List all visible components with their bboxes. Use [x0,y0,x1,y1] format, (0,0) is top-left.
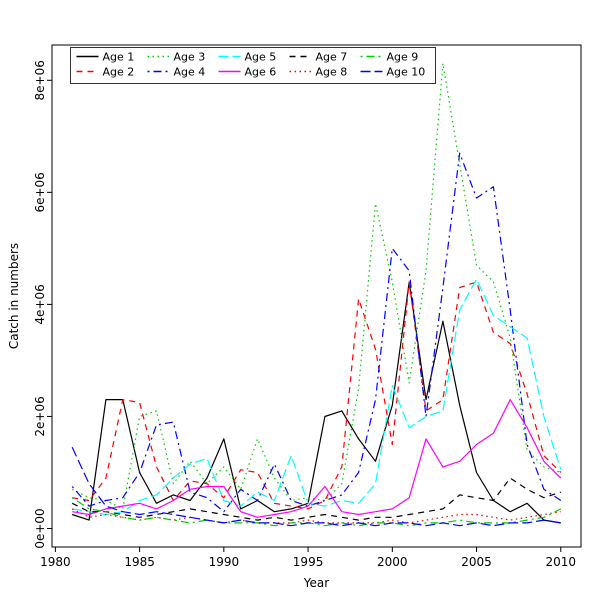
legend-label: Age 8 [316,65,348,78]
legend-entry-age-5: Age 5 [218,50,277,63]
y-axis-title: Catch in numbers [7,243,21,349]
legend-box [70,47,436,84]
legend: Age 1 Age 2 Age 3 Age 4 Age 5 Age 6 Age 7 Age 8… [70,47,436,84]
y-tick-label: 0e+00 [33,508,47,548]
legend-label: Age 6 [245,65,277,78]
legend-entry-age-7: Age 7 [289,50,348,63]
legend-entry-age-3: Age 3 [147,50,206,63]
y-tick-label: 6e+06 [33,172,47,212]
x-axis-title: Year [303,576,329,590]
x-tick-label: 1990 [209,555,240,569]
legend-label: Age 4 [174,65,206,78]
x-tick-label: 2000 [377,555,408,569]
series-line-age-10 [71,447,561,527]
legend-label: Age 3 [174,50,206,63]
plot-box [51,44,582,548]
legend-label: Age 2 [103,65,135,78]
x-tick-label: 2010 [546,555,577,569]
legend-entry-age-2: Age 2 [76,65,135,78]
legend-label: Age 10 [387,65,426,78]
y-tick-label: 8e+06 [33,60,47,100]
x-tick-label: 1985 [124,555,155,569]
series-line-age-4 [71,152,562,513]
y-tick-label: 4e+06 [33,284,47,324]
legend-entry-age-4: Age 4 [147,65,206,78]
legend-label: Age 7 [316,50,348,63]
y-tick-label: 2e+06 [33,396,47,436]
legend-entry-age-8: Age 8 [289,65,348,78]
legend-entry-age-6: Age 6 [218,65,277,78]
legend-label: Age 1 [103,50,135,63]
series-line-age-3 [71,62,561,510]
legend-label: Age 9 [387,50,419,63]
x-tick-label: 1980 [40,555,71,569]
legend-entry-age-9: Age 9 [360,50,419,63]
legend-entry-age-1: Age 1 [76,50,135,63]
series-line-age-7 [71,477,561,521]
legend-label: Age 5 [245,50,277,63]
series-line-age-1 [72,281,561,524]
x-tick-label: 2005 [461,555,492,569]
series-line-age-2 [72,281,562,510]
series-line-age-5 [72,278,562,516]
legend-entry-age-10: Age 10 [360,65,426,78]
series-line-age-6 [72,399,562,518]
series-line-age-9 [71,497,562,527]
x-tick-label: 1995 [293,555,324,569]
series-line-age-8 [71,508,561,524]
